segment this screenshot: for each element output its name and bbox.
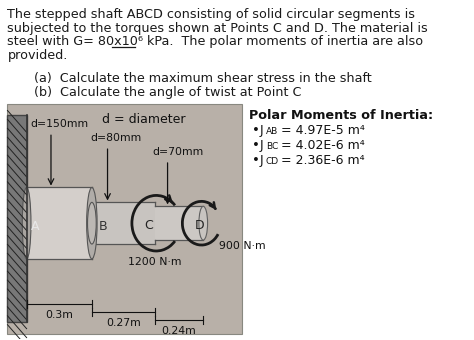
Bar — [27, 187, 92, 259]
Ellipse shape — [199, 206, 208, 240]
Text: C: C — [144, 219, 153, 232]
Text: •: • — [252, 154, 260, 167]
Text: d=150mm: d=150mm — [30, 119, 88, 130]
Text: A: A — [31, 220, 39, 233]
Bar — [155, 206, 203, 240]
Text: subjected to the torques shown at Points C and D. The material is: subjected to the torques shown at Points… — [8, 22, 428, 35]
Ellipse shape — [88, 202, 96, 244]
Bar — [92, 202, 155, 244]
Text: D: D — [194, 219, 204, 232]
Text: = 2.36E-6 m⁴: = 2.36E-6 m⁴ — [277, 154, 365, 167]
Text: B: B — [99, 220, 108, 233]
Text: •: • — [252, 139, 260, 152]
Text: (b)  Calculate the angle of twist at Point C: (b) Calculate the angle of twist at Poin… — [35, 86, 302, 99]
Text: J: J — [260, 139, 264, 152]
Text: (a)  Calculate the maximum shear stress in the shaft: (a) Calculate the maximum shear stress i… — [35, 72, 372, 85]
Text: AB: AB — [266, 128, 278, 136]
Text: d=70mm: d=70mm — [153, 147, 204, 157]
Bar — [8, 104, 242, 334]
Ellipse shape — [22, 187, 31, 259]
Text: = 4.02E-6 m⁴: = 4.02E-6 m⁴ — [277, 139, 365, 152]
Text: Polar Moments of Inertia:: Polar Moments of Inertia: — [249, 108, 434, 121]
Ellipse shape — [87, 187, 97, 259]
Text: 1200 N·m: 1200 N·m — [128, 257, 181, 267]
Text: 0.3m: 0.3m — [46, 310, 73, 320]
Text: steel with G= 80x10⁶ kPa.  The polar moments of inertia are also: steel with G= 80x10⁶ kPa. The polar mome… — [8, 35, 424, 48]
Text: 0.24m: 0.24m — [162, 326, 196, 336]
Text: •: • — [252, 124, 260, 137]
Text: = 4.97E-5 m⁴: = 4.97E-5 m⁴ — [277, 124, 365, 137]
Text: d = diameter: d = diameter — [102, 114, 185, 126]
Text: BC: BC — [266, 142, 278, 151]
Text: The stepped shaft ABCD consisting of solid circular segments is: The stepped shaft ABCD consisting of sol… — [8, 8, 416, 21]
Text: 900 N·m: 900 N·m — [219, 241, 265, 251]
Bar — [8, 116, 27, 322]
Text: d=80mm: d=80mm — [90, 133, 141, 143]
Text: provided.: provided. — [8, 49, 68, 62]
Text: J: J — [260, 154, 264, 167]
Text: 0.27m: 0.27m — [106, 318, 141, 328]
Text: J: J — [260, 124, 264, 137]
Text: CD: CD — [266, 157, 279, 166]
